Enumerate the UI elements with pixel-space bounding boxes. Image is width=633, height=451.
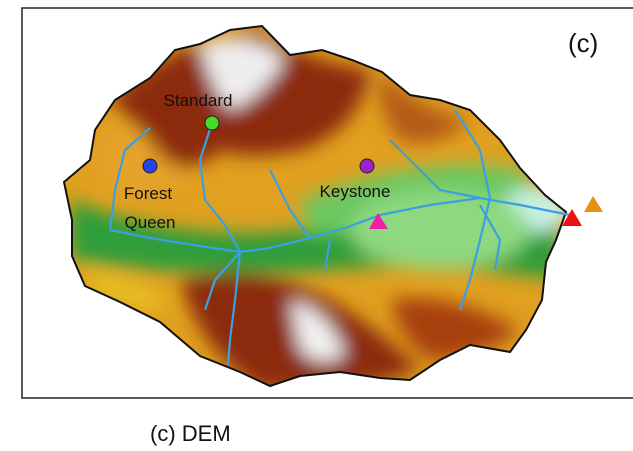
site-label: Standard [164, 91, 233, 110]
panel-label: (c) [568, 28, 598, 58]
site-marker [205, 116, 219, 130]
site-label: Queen [124, 213, 175, 232]
map-figure: (c) Standard Forest Queen Keystone (c) D… [0, 0, 633, 451]
site-label: Keystone [320, 182, 391, 201]
site-label: Forest [124, 184, 172, 203]
site-marker [360, 159, 374, 173]
caption: (c) DEM [150, 421, 231, 446]
site-marker [143, 159, 157, 173]
